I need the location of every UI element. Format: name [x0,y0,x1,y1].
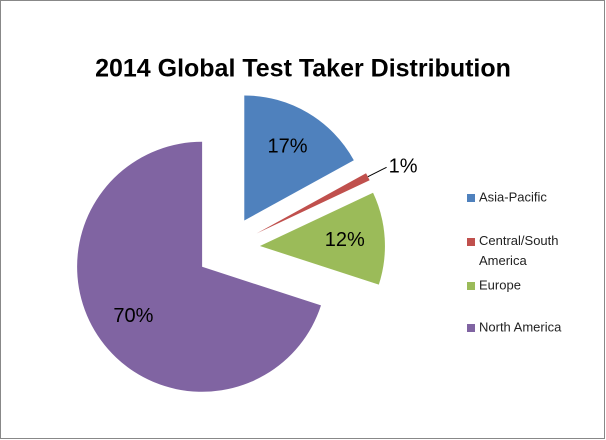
legend-label: Central/South America [479,233,559,268]
leader-line [367,166,387,178]
data-label: 12% [325,229,365,251]
data-label: 1% [389,156,418,178]
pie-slice [259,192,385,285]
legend-swatch [467,238,475,246]
legend-swatch [467,282,475,290]
pie-slice [77,141,321,392]
pie-slice [244,95,354,221]
legend-label: Europe [479,277,521,292]
pie-slice [256,173,370,234]
legend-swatch [467,324,475,332]
legend-swatch [467,194,475,202]
legend-label: Asia-Pacific [479,189,547,204]
data-label: 70% [113,305,153,327]
chart-title: 2014 Global Test Taker Distribution [95,55,511,83]
data-label: 17% [268,136,308,158]
legend-label: North America [479,319,562,334]
